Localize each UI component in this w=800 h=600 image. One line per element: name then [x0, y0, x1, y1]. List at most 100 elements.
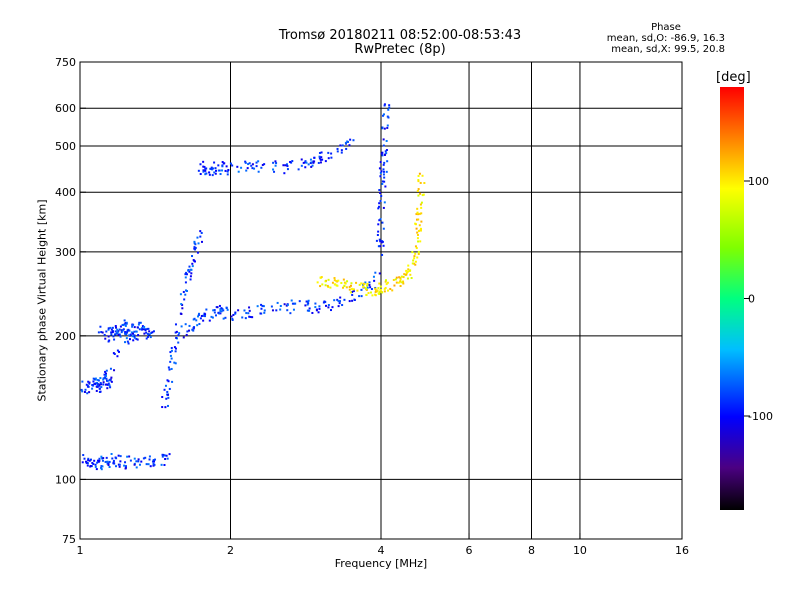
data-point [94, 382, 97, 385]
data-point [101, 465, 104, 468]
data-point [149, 465, 152, 468]
data-point [161, 406, 164, 409]
data-point [231, 164, 234, 167]
data-point [376, 289, 379, 292]
data-point [282, 164, 285, 167]
data-point [273, 170, 276, 173]
data-point [111, 457, 114, 460]
data-point [336, 147, 339, 150]
data-point [97, 460, 100, 463]
data-point [378, 238, 381, 241]
data-point [113, 353, 116, 356]
data-point [166, 393, 169, 396]
data-point [380, 195, 383, 198]
data-point [244, 161, 247, 164]
data-point [142, 457, 145, 460]
data-point [161, 455, 164, 458]
data-point [244, 160, 247, 163]
data-point [229, 162, 232, 165]
data-point [407, 270, 410, 273]
y-tick-label: 300 [55, 246, 76, 259]
data-point [381, 253, 384, 256]
data-point [190, 268, 193, 271]
data-point [365, 293, 368, 296]
data-point [365, 288, 368, 291]
x-tick-label: 16 [675, 544, 689, 557]
y-tick-label: 750 [55, 56, 76, 69]
data-point [231, 317, 234, 320]
data-point [336, 284, 339, 287]
data-point [382, 114, 385, 117]
data-point [164, 406, 167, 409]
data-point [91, 387, 94, 390]
data-point [416, 237, 419, 240]
data-point [98, 383, 101, 386]
x-tick-label: 6 [466, 544, 473, 557]
data-point [245, 312, 248, 315]
data-point [188, 265, 191, 268]
data-point [300, 158, 303, 161]
data-point [100, 386, 103, 389]
data-point [115, 326, 118, 329]
data-point [165, 397, 168, 400]
data-point [227, 168, 230, 171]
data-point [394, 278, 397, 281]
data-point [317, 311, 320, 314]
data-point [344, 141, 347, 144]
colorbar-tick-label: 0 [748, 293, 755, 306]
data-point [112, 335, 115, 338]
data-point [319, 158, 322, 161]
data-point [274, 160, 277, 163]
data-point [417, 250, 420, 253]
data-point [194, 248, 197, 251]
data-point [246, 167, 249, 170]
data-point [307, 163, 310, 166]
data-point [289, 312, 292, 315]
data-point [121, 329, 124, 332]
data-point [220, 310, 223, 313]
data-point [352, 288, 355, 291]
data-point [420, 201, 423, 204]
data-point [128, 455, 131, 458]
data-point [133, 463, 136, 466]
data-point [417, 179, 420, 182]
data-point [319, 161, 322, 164]
data-point [345, 147, 348, 150]
data-point [400, 275, 403, 278]
data-point [222, 317, 225, 320]
data-point [379, 161, 382, 164]
data-point [226, 173, 229, 176]
data-point [133, 334, 136, 337]
data-point [323, 300, 326, 303]
data-point [87, 380, 90, 383]
data-point [378, 291, 381, 294]
data-point [199, 230, 202, 233]
data-point [416, 212, 419, 215]
data-point [275, 309, 278, 312]
data-point [116, 332, 119, 335]
data-point [304, 166, 307, 169]
data-point [382, 206, 385, 209]
data-point [383, 104, 386, 107]
data-point [298, 300, 301, 303]
data-point [131, 325, 134, 328]
data-point [182, 336, 185, 339]
data-point [210, 166, 213, 169]
data-point [416, 233, 419, 236]
data-point [413, 257, 416, 260]
data-point [99, 381, 102, 384]
data-point [382, 168, 385, 171]
y-tick-label: 500 [55, 140, 76, 153]
data-point [256, 305, 259, 308]
data-point [85, 383, 88, 386]
data-point [111, 330, 114, 333]
data-point [184, 281, 187, 284]
data-point [202, 160, 205, 163]
data-point [135, 330, 138, 333]
phase-stats-o: mean, sd,O: -86.9, 16.3 [606, 33, 725, 44]
data-point [393, 284, 396, 287]
data-point [92, 377, 95, 380]
data-point [355, 281, 358, 284]
data-point [144, 456, 147, 459]
data-point [94, 463, 97, 466]
